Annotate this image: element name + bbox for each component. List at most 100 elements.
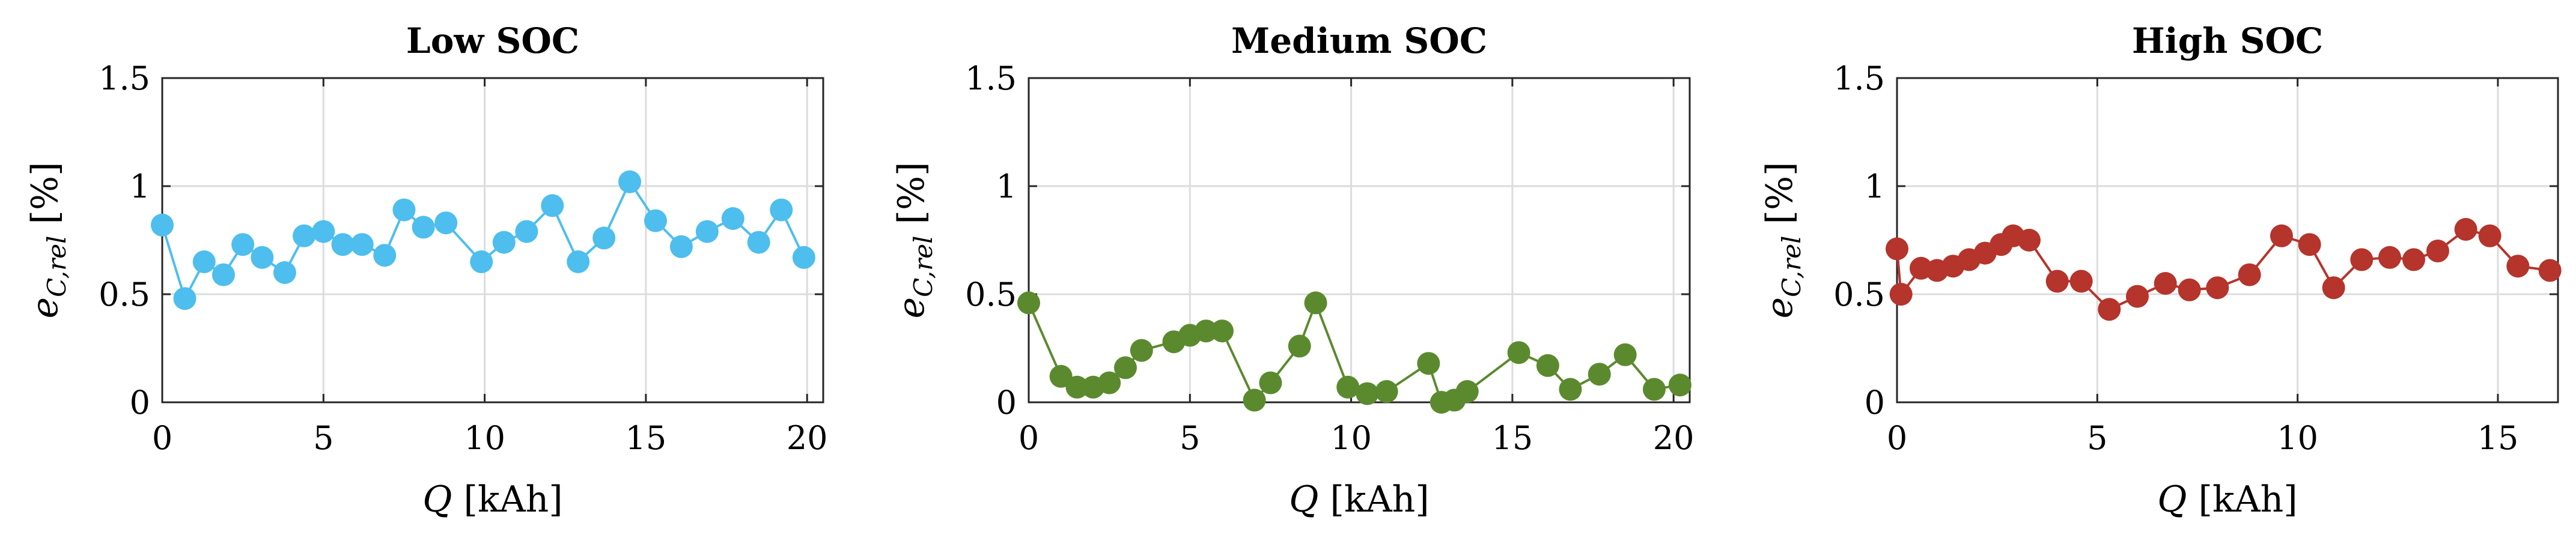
- y-tick-label: 1.5: [965, 59, 1017, 97]
- data-point: [350, 233, 374, 256]
- data-point: [695, 220, 719, 243]
- data-point: [1304, 291, 1327, 315]
- x-axis-label: Q [kAh]: [2157, 479, 2297, 521]
- data-point: [2206, 276, 2229, 300]
- data-point: [1455, 380, 1479, 403]
- y-tick-label: 0.5: [99, 276, 150, 313]
- data-point: [2378, 246, 2401, 269]
- x-tick-label: 15: [626, 419, 667, 457]
- y-tick-label: 1: [130, 168, 150, 205]
- y-axis-label: eC,rel [%]: [891, 162, 938, 319]
- data-point: [1375, 380, 1398, 403]
- y-tick-label: 0: [996, 384, 1017, 422]
- data-point: [1130, 339, 1153, 362]
- data-point: [151, 213, 174, 237]
- data-point: [251, 246, 274, 269]
- data-point: [212, 263, 235, 286]
- x-tick-label: 5: [1180, 419, 1200, 457]
- data-point: [331, 233, 355, 256]
- data-point: [2402, 248, 2425, 271]
- y-tick-label: 1: [1865, 168, 1885, 205]
- data-point: [492, 231, 516, 254]
- data-point: [2238, 263, 2261, 286]
- x-tick-label: 20: [787, 419, 828, 457]
- data-point: [173, 287, 196, 310]
- data-point: [1507, 341, 1530, 364]
- x-tick-label: 15: [2477, 419, 2519, 457]
- y-tick-label: 1: [996, 168, 1017, 205]
- axes-box: [1028, 77, 1691, 403]
- data-point: [312, 220, 335, 243]
- data-point: [1642, 378, 1666, 401]
- data-point: [747, 231, 770, 254]
- data-point: [1886, 237, 1908, 261]
- axes-box: [161, 77, 824, 403]
- x-tick-label: 5: [2087, 419, 2107, 457]
- y-tick-label: 1.5: [1833, 59, 1885, 97]
- data-point: [2098, 298, 2121, 321]
- y-axis-label: eC,rel [%]: [24, 162, 72, 319]
- x-tick-label: 10: [2277, 419, 2318, 457]
- data-point: [1536, 354, 1559, 377]
- data-point: [2069, 270, 2093, 293]
- data-point: [2454, 218, 2477, 241]
- data-point: [1195, 319, 1218, 343]
- data-point: [2018, 229, 2041, 252]
- data-point: [1288, 334, 1311, 358]
- data-point: [231, 233, 255, 256]
- data-point: [392, 198, 416, 222]
- data-point: [721, 207, 744, 230]
- data-point: [1017, 291, 1040, 315]
- data-point: [1065, 375, 1089, 399]
- chart-title: Medium SOC: [1231, 20, 1487, 61]
- data-point: [2045, 270, 2069, 293]
- data-point: [1889, 283, 1913, 306]
- x-axis-label: Q [kAh]: [1289, 479, 1429, 521]
- data-point: [669, 235, 693, 258]
- data-point: [1417, 352, 1440, 375]
- data-point: [1098, 371, 1121, 394]
- chart-panel-2: 0 5 10 15 20 0 0.5 1 1.5 Medium SOC Q [kAh] eC,rel …: [891, 20, 1694, 521]
- data-point: [515, 220, 538, 243]
- data-point: [412, 216, 435, 239]
- data-point: [618, 170, 642, 193]
- data-point: [2178, 278, 2201, 301]
- data-point: [2154, 272, 2177, 295]
- data-point: [373, 244, 397, 267]
- data-point: [1668, 373, 1691, 397]
- x-tick-label: 0: [152, 419, 172, 457]
- data-point: [192, 250, 216, 273]
- x-axis-label: Q [kAh]: [422, 479, 562, 521]
- y-tick-label: 0: [1865, 384, 1885, 422]
- data-point: [1559, 378, 1582, 401]
- data-point: [2126, 285, 2149, 308]
- data-point: [2322, 276, 2345, 300]
- data-point: [2350, 248, 2374, 271]
- data-point: [293, 224, 316, 247]
- data-point: [2270, 224, 2293, 247]
- data-point: [273, 261, 296, 284]
- data-point: [1210, 319, 1234, 343]
- data-point: [592, 226, 616, 250]
- data-point: [470, 250, 493, 273]
- y-tick-label: 0: [130, 384, 150, 422]
- chart-title: High SOC: [2132, 20, 2323, 61]
- data-point: [644, 209, 667, 232]
- data-point: [1049, 364, 1073, 388]
- data-point: [1356, 382, 1379, 405]
- data-point: [541, 194, 564, 217]
- data-point: [567, 250, 590, 273]
- data-point: [2298, 233, 2321, 256]
- y-tick-label: 0.5: [1833, 276, 1885, 313]
- x-tick-label: 5: [313, 419, 333, 457]
- y-tick-label: 1.5: [99, 59, 150, 97]
- data-point: [770, 198, 793, 222]
- data-point: [792, 246, 815, 269]
- x-tick-label: 15: [1492, 419, 1533, 457]
- x-tick-label: 10: [1330, 419, 1372, 457]
- data-point: [434, 211, 458, 235]
- data-point: [2506, 255, 2530, 278]
- data-point: [1336, 375, 1360, 399]
- x-tick-label: 20: [1653, 419, 1694, 457]
